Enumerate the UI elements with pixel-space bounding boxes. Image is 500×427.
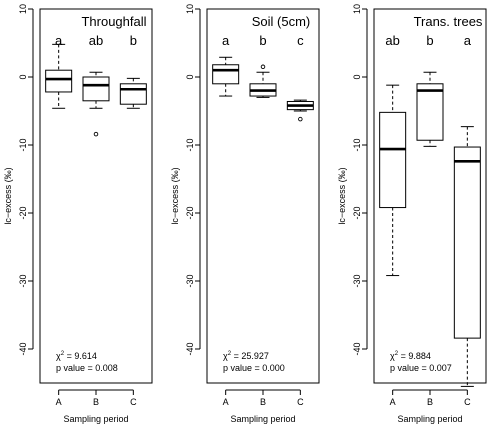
iqr-box	[119, 83, 147, 105]
outlier-point	[298, 116, 303, 122]
x-axis-label: Sampling period	[230, 414, 295, 424]
significance-letter: a	[464, 33, 472, 48]
chi-superscript: 2	[395, 351, 399, 357]
x-tick-label: B	[427, 397, 433, 407]
significance-letter: ab	[89, 33, 103, 48]
iqr-box	[416, 83, 444, 141]
box-B	[249, 64, 277, 98]
y-tick-label: 10	[352, 4, 362, 14]
iqr-box	[212, 64, 240, 85]
significance-letter: a	[55, 33, 63, 48]
y-tick-label: 10	[185, 4, 195, 14]
y-tick-label: -40	[18, 342, 28, 355]
plot-frame	[206, 8, 320, 384]
y-tick-label: -20	[185, 206, 195, 219]
y-tick-label: -10	[352, 138, 362, 151]
x-axis-label: Sampling period	[63, 414, 128, 424]
chi-symbol: χ	[223, 351, 228, 361]
y-tick-label: 10	[18, 4, 28, 14]
box-C	[453, 126, 481, 387]
x-axis-label: Sampling period	[397, 414, 462, 424]
iqr-box	[379, 111, 407, 209]
panel-1: 10 0 -10 -20 -30 -40 lc−excess (‰) A B CSampling …	[3, 4, 153, 424]
p-value-stat: p value = 0.007	[390, 363, 452, 373]
y-tick-label: -30	[185, 274, 195, 287]
chi-symbol: χ	[390, 351, 395, 361]
plot-frame	[373, 8, 487, 384]
y-tick-label: -10	[185, 138, 195, 151]
chi-superscript: 2	[61, 351, 65, 357]
x-tick-label: A	[223, 397, 229, 407]
y-tick-label: -20	[352, 206, 362, 219]
box-B	[82, 71, 110, 137]
x-tick-label: B	[93, 397, 99, 407]
panel-2: 10 0 -10 -20 -30 -40 lc−excess (‰) A B CSampling …	[170, 4, 320, 424]
box-A	[212, 56, 240, 97]
panel-title: Trans. trees	[414, 14, 483, 29]
chi-symbol: χ	[56, 351, 61, 361]
chi-value: = 9.614	[64, 351, 97, 361]
panel-3: 10 0 -10 -20 -30 -40 lc−excess (‰) A B CSampling …	[337, 4, 487, 424]
chi-value: = 9.884	[398, 351, 431, 361]
significance-letter: c	[297, 33, 304, 48]
y-axis-label: lc−excess (‰)	[337, 167, 347, 224]
y-tick-label: -40	[352, 342, 362, 355]
box-C	[119, 77, 147, 109]
y-tick-label: 0	[18, 74, 28, 79]
panel-title: Soil (5cm)	[252, 14, 311, 29]
y-tick-label: -20	[18, 206, 28, 219]
x-tick-label: A	[56, 397, 62, 407]
plot-frame	[39, 8, 153, 384]
iqr-box	[45, 69, 73, 93]
y-tick-label: 0	[185, 74, 195, 79]
p-value-stat: p value = 0.008	[56, 363, 118, 373]
significance-letter: ab	[385, 33, 399, 48]
y-tick-label: -30	[18, 274, 28, 287]
box-A	[45, 43, 73, 109]
chi-square-stat: χ2 = 9.884	[390, 351, 431, 361]
significance-letter: b	[130, 33, 137, 48]
y-tick-label: -30	[352, 274, 362, 287]
iqr-box	[453, 146, 481, 339]
significance-letter: b	[259, 33, 266, 48]
y-tick-label: -40	[185, 342, 195, 355]
box-C	[286, 99, 314, 122]
y-axis-label: lc−excess (‰)	[170, 167, 180, 224]
chi-square-stat: χ2 = 9.614	[56, 351, 97, 361]
y-tick-label: 0	[352, 74, 362, 79]
iqr-box	[82, 76, 110, 102]
x-tick-label: C	[297, 397, 304, 407]
chi-superscript: 2	[228, 351, 232, 357]
box-B	[416, 71, 444, 147]
y-axis-label: lc−excess (‰)	[3, 167, 13, 224]
chi-square-stat: χ2 = 25.927	[223, 351, 269, 361]
p-value-stat: p value = 0.000	[223, 363, 285, 373]
significance-letter: b	[426, 33, 433, 48]
y-tick-label: -10	[18, 138, 28, 151]
outlier-point	[260, 64, 266, 70]
significance-letter: a	[222, 33, 230, 48]
x-tick-label: A	[390, 397, 396, 407]
x-tick-label: B	[260, 397, 266, 407]
outlier-point	[93, 131, 99, 137]
panel-title: Throughfall	[81, 14, 146, 29]
x-tick-label: C	[130, 397, 137, 407]
x-tick-label: C	[464, 397, 471, 407]
box-A	[379, 84, 407, 277]
chi-value: = 25.927	[231, 351, 269, 361]
